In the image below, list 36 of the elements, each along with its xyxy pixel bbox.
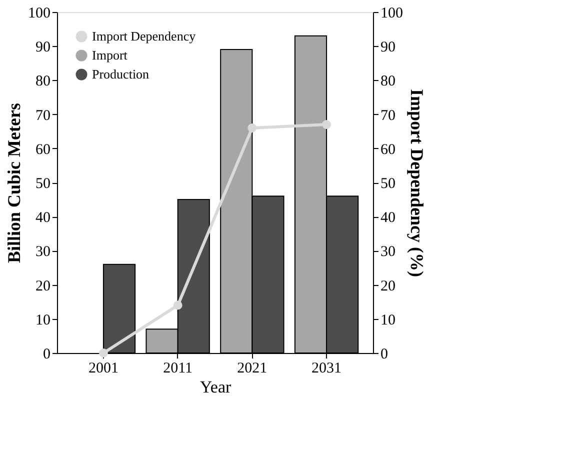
y-tick-label: 50: [36, 176, 50, 192]
y2-tick-label: 60: [380, 142, 396, 158]
point: [99, 348, 108, 358]
y2-axis-title: Import Dependency (%): [407, 89, 427, 277]
y2-tick-label: 10: [380, 312, 396, 328]
x-tick-label: 2021: [237, 360, 268, 376]
y-tick-label: 10: [36, 312, 50, 328]
legend-label: Production: [92, 66, 150, 82]
legend-label: Import: [92, 48, 128, 62]
x-tick-label: 2011: [163, 360, 193, 376]
point: [248, 123, 257, 132]
y-tick-label: 100: [28, 6, 50, 22]
y2-tick-label: 80: [380, 74, 396, 90]
y2-tick-label: 70: [380, 108, 396, 124]
y-tick-label: 20: [36, 278, 50, 294]
point: [173, 300, 182, 310]
x-axis-title: Year: [200, 378, 232, 396]
y-axis-title: Billion Cubic Meters: [4, 103, 24, 263]
y-tick-label: 90: [36, 40, 50, 56]
point: [322, 120, 331, 129]
y2-tick-label: 0: [380, 346, 388, 362]
y-tick-label: 80: [36, 74, 50, 90]
y2-tick-label: 50: [380, 176, 396, 192]
x-tick-label: 2001: [88, 360, 118, 376]
y2-tick-label: 40: [380, 210, 396, 226]
x-tick-label: 2031: [312, 360, 342, 376]
y2-tick-label: 90: [380, 40, 396, 56]
y-tick-label: 60: [36, 142, 50, 158]
y2-tick-label: 100: [380, 6, 403, 22]
y2-tick-label: 20: [380, 278, 396, 294]
y-tick-label: 70: [36, 108, 50, 124]
legend-label: Import Dependency: [92, 28, 196, 44]
y2-tick-label: 30: [380, 244, 396, 260]
y-tick-label: 40: [36, 210, 50, 226]
y-tick-label: 30: [36, 244, 50, 260]
y-tick-label: 0: [43, 346, 50, 362]
